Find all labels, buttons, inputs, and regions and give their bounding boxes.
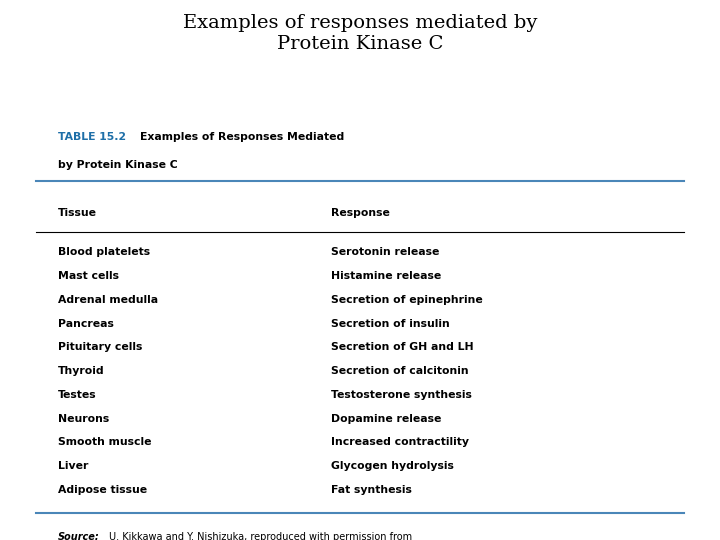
Text: Thyroid: Thyroid (58, 366, 104, 376)
Text: Mast cells: Mast cells (58, 271, 119, 281)
Text: Secretion of calcitonin: Secretion of calcitonin (331, 366, 469, 376)
Text: by Protein Kinase C: by Protein Kinase C (58, 160, 177, 171)
Text: Liver: Liver (58, 461, 88, 471)
Text: Blood platelets: Blood platelets (58, 247, 150, 258)
Text: Tissue: Tissue (58, 208, 96, 218)
Text: TABLE 15.2: TABLE 15.2 (58, 132, 126, 143)
Text: Secretion of GH and LH: Secretion of GH and LH (331, 342, 474, 353)
Text: Smooth muscle: Smooth muscle (58, 437, 151, 448)
Text: Testosterone synthesis: Testosterone synthesis (331, 390, 472, 400)
Text: Adrenal medulla: Adrenal medulla (58, 295, 158, 305)
Text: Response: Response (331, 208, 390, 218)
Text: Histamine release: Histamine release (331, 271, 441, 281)
Text: Fat synthesis: Fat synthesis (331, 485, 412, 495)
Text: Pancreas: Pancreas (58, 319, 114, 329)
Text: Increased contractility: Increased contractility (331, 437, 469, 448)
Text: Adipose tissue: Adipose tissue (58, 485, 147, 495)
Text: Source:: Source: (58, 532, 99, 540)
Text: Dopamine release: Dopamine release (331, 414, 441, 424)
Text: Glycogen hydrolysis: Glycogen hydrolysis (331, 461, 454, 471)
Text: U. Kikkawa and Y. Nishizuka, reproduced with permission from: U. Kikkawa and Y. Nishizuka, reproduced … (109, 532, 413, 540)
Text: Neurons: Neurons (58, 414, 109, 424)
Text: Serotonin release: Serotonin release (331, 247, 440, 258)
Text: Pituitary cells: Pituitary cells (58, 342, 142, 353)
Text: Examples of responses mediated by
Protein Kinase C: Examples of responses mediated by Protei… (183, 14, 537, 53)
Text: Secretion of insulin: Secretion of insulin (331, 319, 450, 329)
Text: Examples of Responses Mediated: Examples of Responses Mediated (140, 132, 345, 143)
Text: Secretion of epinephrine: Secretion of epinephrine (331, 295, 483, 305)
Text: Testes: Testes (58, 390, 96, 400)
